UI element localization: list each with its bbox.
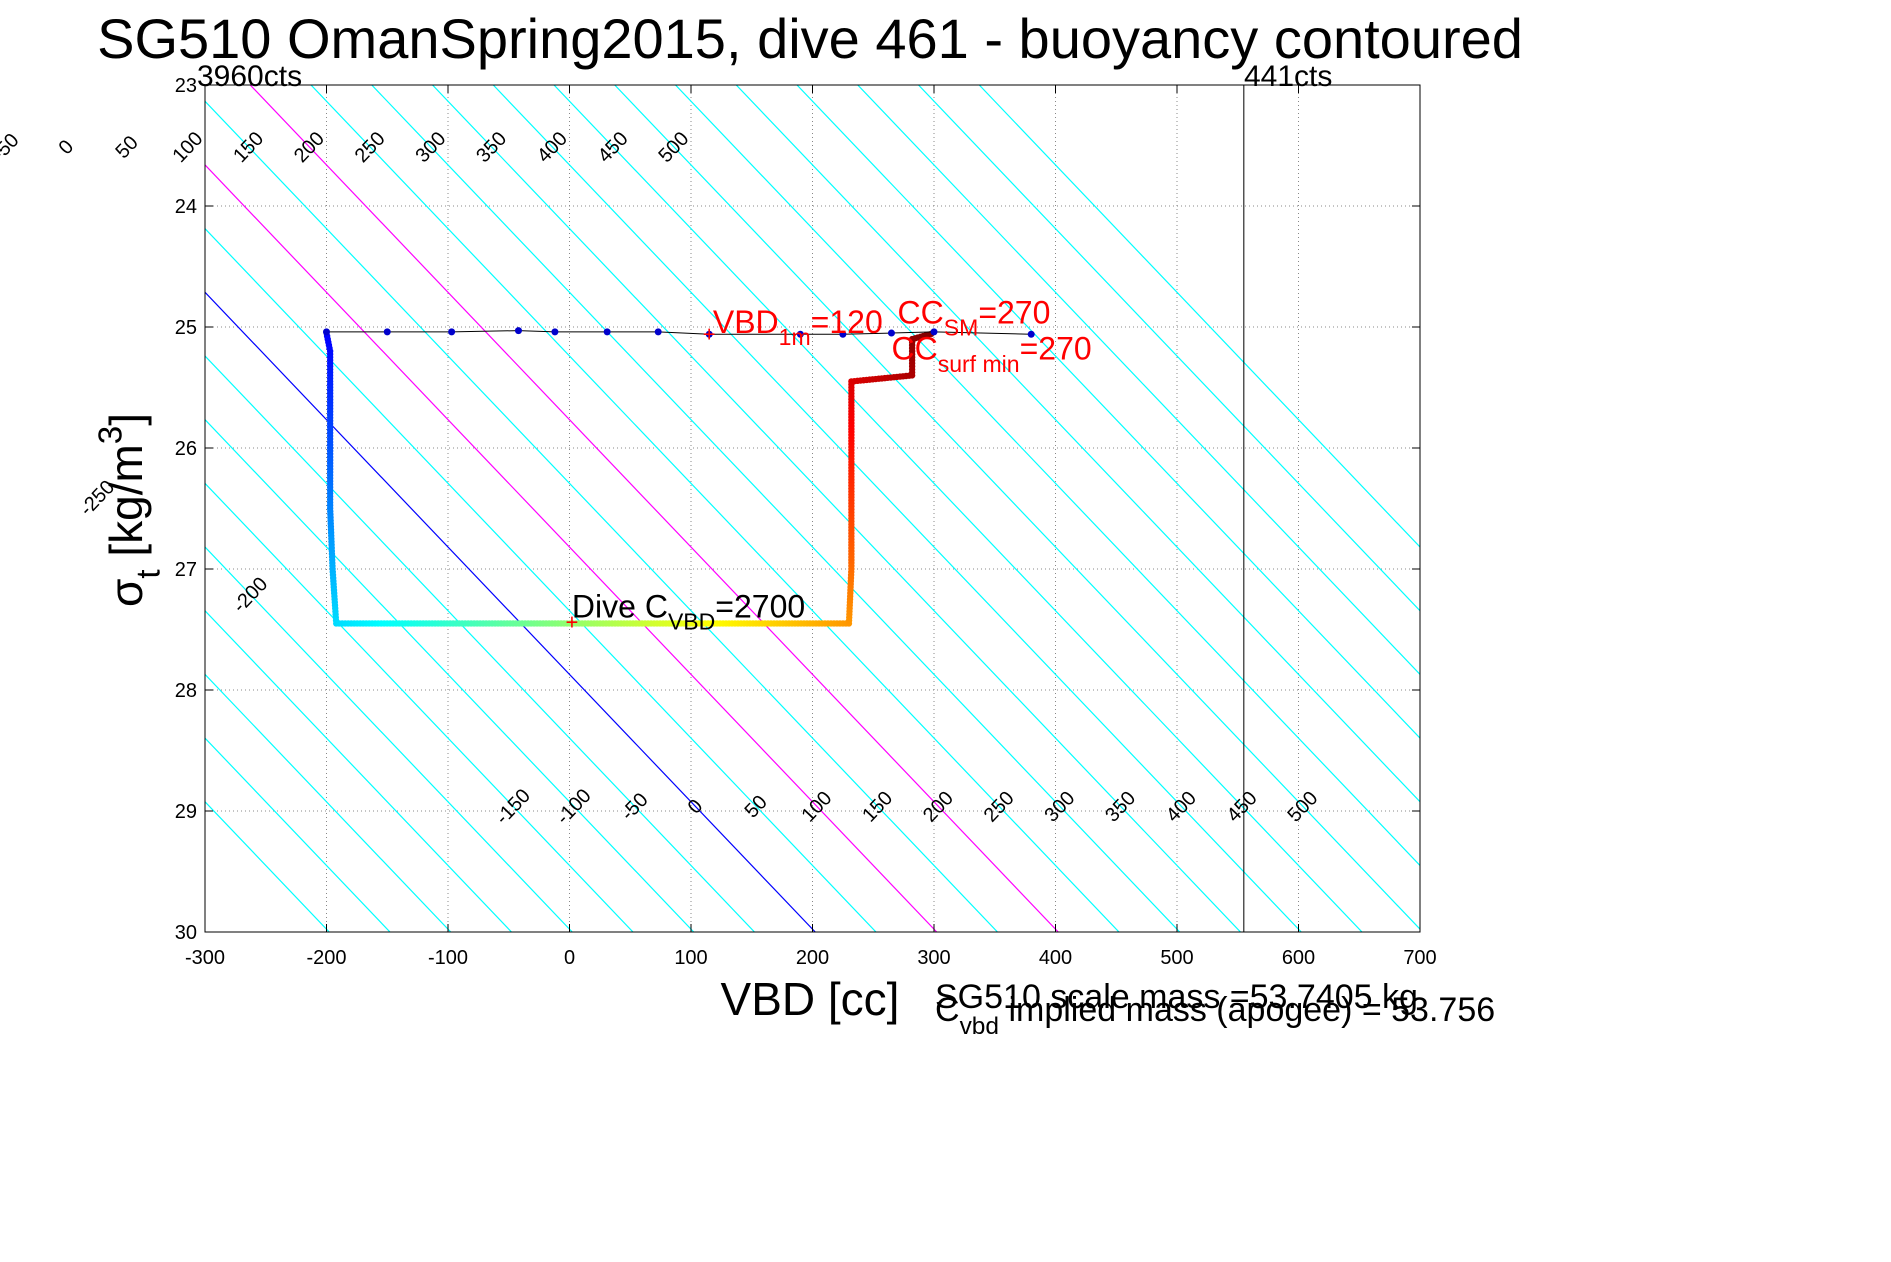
x-tick-label: 0: [564, 947, 575, 969]
vbd-1m-marker: +: [703, 322, 716, 347]
contour-line: [205, 418, 695, 932]
x-tick-label: 200: [796, 947, 829, 969]
footer-notes: SG510 scale mass =53.7405 kg Cvbd implie…: [935, 978, 1495, 1040]
contour-line: [614, 85, 1420, 931]
apogee-point: [551, 328, 559, 336]
contour-line: [205, 546, 573, 932]
contour-line: [205, 355, 755, 932]
contour-label: -50: [0, 129, 24, 165]
apogee-point: [705, 330, 713, 338]
apogee-point: [448, 328, 456, 336]
y-tick-label: 29: [175, 801, 197, 823]
x-tick-label: 300: [917, 947, 950, 969]
implied-mass-note: Cvbd implied mass (apogee) = 53.756: [935, 991, 1495, 1040]
x-tick-label: 600: [1282, 947, 1315, 969]
x-tick-label: 400: [1039, 947, 1072, 969]
contour-line: [205, 164, 938, 932]
x-tick-label: 500: [1160, 947, 1193, 969]
contour-line: [205, 673, 452, 932]
x-tick-label: 100: [674, 947, 707, 969]
x-axis-label: VBD [cc]: [721, 973, 900, 1025]
apogee-point: [603, 328, 611, 336]
scale-mass-note: SG510 scale mass =53.7405 kg: [935, 978, 1418, 1016]
annotation-cc-surf-min: CCsurf min=270: [891, 331, 1091, 377]
apogee-point: [839, 330, 847, 338]
y-tick-label: 23: [175, 75, 197, 97]
y-tick-label: 26: [175, 438, 197, 460]
x-tick-label: -300: [185, 947, 225, 969]
contour-line: [796, 85, 1420, 739]
contour-line: [205, 100, 998, 932]
dive-path: [323, 329, 935, 627]
axis-ticks: -300 -200 -100 0 100 200 300 400 500 600 700 23 24 25…: [175, 75, 1437, 969]
y-tick-label: 24: [175, 196, 197, 218]
apogee-point: [514, 327, 522, 335]
y-axis-label: σt [kg/m3]: [92, 413, 167, 607]
grid-lines: [205, 85, 1420, 932]
contour-line: [205, 482, 634, 932]
apogee-point: [1027, 330, 1035, 338]
contour-line: [492, 85, 1302, 932]
contour-line: [675, 85, 1420, 867]
contour-line: [205, 291, 816, 932]
count-labels: 3960cts 441cts: [197, 60, 1332, 93]
apogee-point: [383, 328, 391, 336]
x-tick-label: -100: [428, 947, 468, 969]
apogee-point: [796, 330, 804, 338]
annotation-dive-cvbd: Dive CVBD=2700: [572, 588, 805, 634]
contour-labels: -150-100-5005010015020025030035040045050…: [0, 128, 1322, 829]
contour-line: [735, 85, 1420, 803]
x-tick-label: 700: [1403, 947, 1436, 969]
count-label-right: 441cts: [1244, 60, 1332, 93]
apogee-point: [323, 328, 330, 336]
annotation-cc-sm: CCSM=270: [898, 294, 1051, 340]
apogee-point: [654, 328, 662, 336]
contour-line: [205, 737, 391, 932]
contour-line: [857, 85, 1420, 676]
dive-cvbd-marker: +: [566, 610, 579, 635]
y-tick-label: 30: [175, 922, 197, 944]
contour-label: 100: [168, 128, 207, 167]
apogee-track: [323, 327, 1035, 338]
contour-line: [918, 85, 1420, 612]
annotation-vbd-1m: VBD1m=120: [713, 304, 883, 350]
count-label-left: 3960cts: [197, 60, 302, 93]
contour-line: [978, 85, 1420, 548]
apogee-point: [930, 328, 938, 336]
contour-line: [205, 609, 512, 932]
contour-label: 0: [55, 136, 79, 159]
contour-line: [310, 85, 1120, 932]
apogee-point: [887, 329, 895, 337]
contour-line: [249, 85, 1059, 932]
chart-title: SG510 OmanSpring2015, dive 461 - buoyanc…: [97, 7, 1523, 70]
y-tick-label: 27: [175, 559, 197, 581]
y-tick-label: 28: [175, 680, 197, 702]
contour-line: [205, 800, 330, 932]
contour-line: [432, 85, 1241, 932]
x-tick-label: -200: [306, 947, 346, 969]
contour-line: [371, 85, 1181, 932]
y-tick-label: 25: [175, 317, 197, 339]
buoyancy-contours: [205, 85, 1420, 932]
contour-line: [553, 85, 1363, 932]
contour-line: [205, 227, 877, 932]
contour-label: 50: [112, 132, 143, 163]
